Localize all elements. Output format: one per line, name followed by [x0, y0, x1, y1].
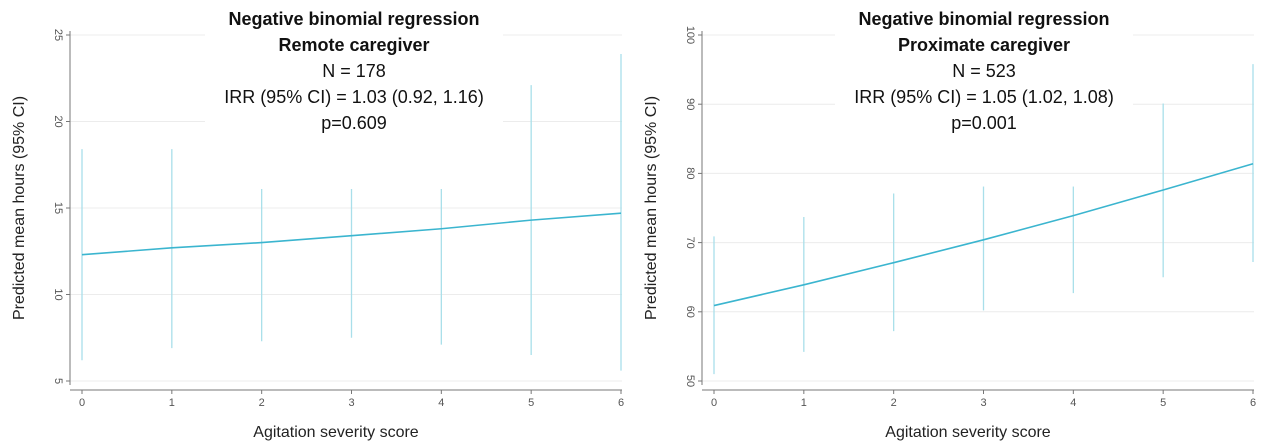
- chart-proximate-caregiver: 50 60 70 80 90 100 0 1 2 3 4 5 6 Agitation severity s…: [643, 26, 1256, 441]
- x-tick-label: 5: [528, 397, 534, 409]
- annotation-irr: IRR (95% CI) = 1.05 (1.02, 1.08): [854, 87, 1114, 107]
- chart-panel-remote: 5 10 15 20 25 0 1 2 3 4 5 6 Agitation severity score…: [11, 6, 625, 441]
- chart-title-block: Negative binomial regression Remote care…: [205, 6, 503, 136]
- y-tick-label: 5: [52, 378, 64, 384]
- y-tick-label: 20: [52, 115, 64, 127]
- chart-remote-caregiver: 5 10 15 20 25 0 1 2 3 4 5 6 Agitation severity score…: [11, 29, 624, 441]
- y-tick-label: 80: [684, 167, 696, 179]
- y-tick-label: 90: [684, 98, 696, 110]
- x-tick-label: 3: [980, 397, 986, 409]
- chart-subtitle: Proximate caregiver: [897, 35, 1071, 55]
- chart-title: Negative binomial regression: [858, 9, 1110, 29]
- x-tick-label: 0: [79, 397, 85, 409]
- x-tick-label: 1: [169, 397, 175, 409]
- fitted-line: [713, 162, 1254, 307]
- x-tick-label: 2: [891, 397, 897, 409]
- y-tick-label: 60: [684, 306, 696, 318]
- x-axis-label: Agitation severity score: [253, 424, 419, 441]
- y-tick-label: 25: [52, 29, 64, 41]
- annotation-p: p=0.001: [951, 113, 1017, 133]
- annotation-n: N = 523: [952, 61, 1016, 81]
- chart-subtitle: Remote caregiver: [278, 35, 430, 55]
- x-tick-label: 4: [1070, 397, 1076, 409]
- x-tick-label: 5: [1160, 397, 1166, 409]
- annotation-n: N = 178: [322, 61, 386, 81]
- annotation-irr: IRR (95% CI) = 1.03 (0.92, 1.16): [224, 87, 484, 107]
- x-tick-label: 1: [801, 397, 807, 409]
- x-tick-label: 3: [348, 397, 354, 409]
- x-tick-label: 6: [1250, 397, 1256, 409]
- y-axis-label: Predicted mean hours (95% CI): [11, 96, 28, 320]
- y-tick-label: 10: [52, 288, 64, 300]
- y-tick-label: 15: [52, 202, 64, 214]
- x-axis-label: Agitation severity score: [885, 424, 1051, 441]
- y-axis-label: Predicted mean hours (95% CI): [643, 96, 660, 320]
- chart-panel-proximate: 50 60 70 80 90 100 0 1 2 3 4 5 6 Agitation severity s…: [632, 0, 1264, 443]
- x-tick-label: 6: [618, 397, 624, 409]
- chart-title-block: Negative binomial regression Proximate c…: [835, 6, 1133, 136]
- x-tick-label: 4: [438, 397, 444, 409]
- y-tick-label: 100: [684, 26, 696, 44]
- x-tick-label: 0: [711, 397, 717, 409]
- y-tick-label: 70: [684, 236, 696, 248]
- y-tick-label: 50: [684, 375, 696, 387]
- fitted-line: [81, 212, 622, 256]
- x-tick-label: 2: [259, 397, 265, 409]
- chart-title: Negative binomial regression: [228, 9, 480, 29]
- annotation-p: p=0.609: [321, 113, 387, 133]
